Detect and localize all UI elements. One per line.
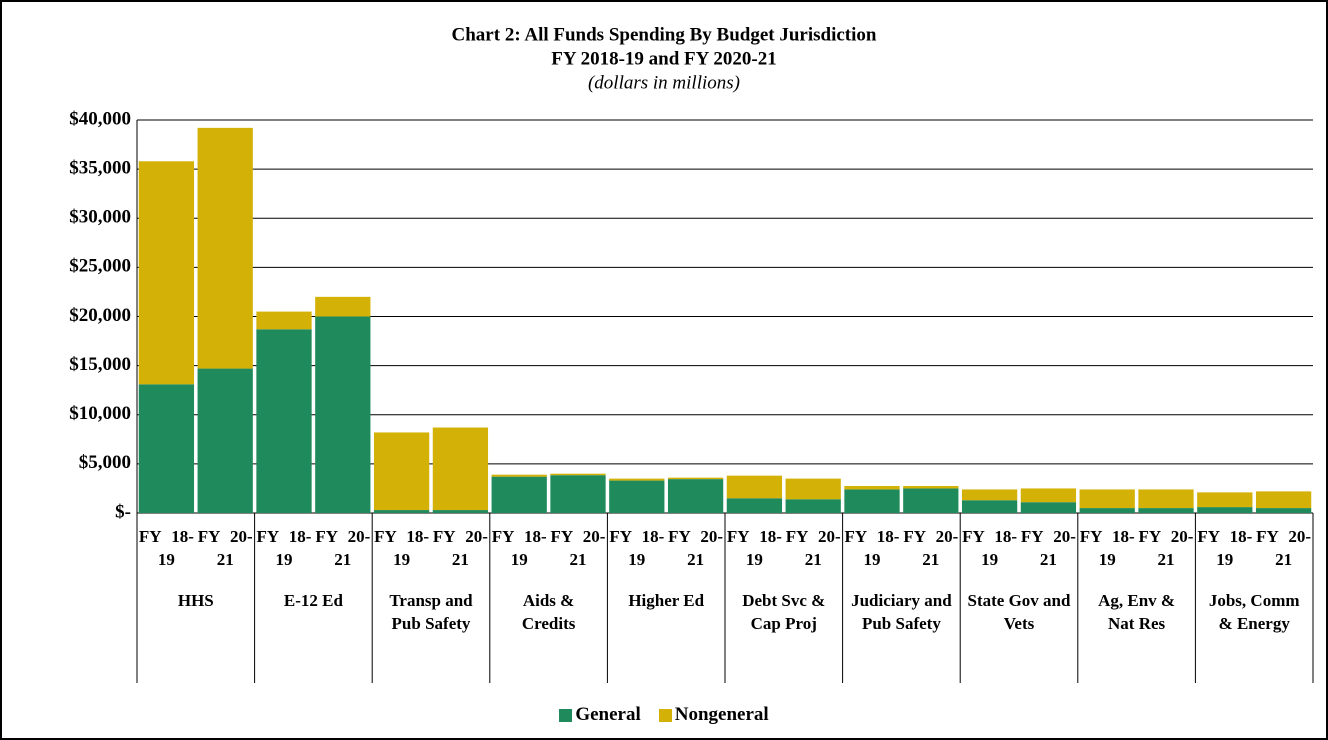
group-label: Higher Ed <box>628 591 705 610</box>
bar-segment <box>491 474 547 477</box>
group-label: State Gov and Vets <box>967 591 1071 633</box>
bar-segment <box>373 510 430 513</box>
x-tick-label: FY 20-21 <box>903 527 959 569</box>
group-label: Jobs, Comm & Energy <box>1208 591 1300 633</box>
chart-subtitle: FY 2018-19 and FY 2020-21 <box>551 48 777 69</box>
bar-segment <box>1138 508 1194 513</box>
y-tick-label: $10,000 <box>69 403 131 424</box>
bar-segment <box>609 480 665 513</box>
bar-segment <box>961 500 1018 513</box>
bar-segment <box>256 329 312 513</box>
group-label: HHS <box>177 591 214 610</box>
y-tick-label: $25,000 <box>69 256 131 277</box>
bar-segment <box>256 311 312 330</box>
bar-segment <box>138 161 195 385</box>
bar-segment <box>726 498 783 513</box>
bar-segment <box>550 473 606 476</box>
x-tick-label: FY 20-21 <box>197 527 253 569</box>
bar-segment <box>491 476 547 513</box>
bar-segment <box>785 478 841 500</box>
bar-segment <box>1020 502 1077 513</box>
bar-segment <box>197 127 253 369</box>
x-tick-label: FY 20-21 <box>1138 527 1194 569</box>
bar-segment <box>726 475 783 499</box>
bar-segment <box>197 368 253 513</box>
group-label: Judiciary and Pub Safety <box>851 591 952 633</box>
bar-segment <box>315 296 371 317</box>
bar-segment <box>903 485 959 489</box>
legend-item: General <box>559 704 641 726</box>
y-tick-label: $40,000 <box>69 108 131 129</box>
x-tick-label: FY 18-19 <box>374 527 430 569</box>
group-label: Debt Svc & Cap Proj <box>742 591 826 633</box>
legend: General Nongeneral <box>0 704 1328 726</box>
bar-segment <box>373 432 430 511</box>
group-label: E-12 Ed <box>283 591 343 610</box>
x-tick-label: FY 18-19 <box>256 527 312 569</box>
y-tick-label: $- <box>115 501 131 522</box>
legend-label: General <box>575 704 641 725</box>
bar-segment <box>1079 508 1135 513</box>
bar-segment <box>1197 507 1253 513</box>
units-note: (dollars in millions) <box>588 72 740 93</box>
legend-label: Nongeneral <box>674 704 769 725</box>
bar-segment <box>1255 508 1312 513</box>
y-tick-label: $5,000 <box>79 452 131 473</box>
y-tick-label: $15,000 <box>69 354 131 375</box>
bar-segment <box>138 384 195 513</box>
bar-segment <box>432 510 489 513</box>
x-tick-label: FY 20-21 <box>550 527 606 569</box>
bar-segment <box>1020 488 1077 503</box>
x-tick-label: FY 18-19 <box>726 527 782 569</box>
x-tick-label: FY 18-19 <box>138 527 194 569</box>
x-tick-label: FY 20-21 <box>1020 527 1076 569</box>
x-tick-label: FY 20-21 <box>785 527 841 569</box>
group-label: Transp and Pub Safety <box>389 591 473 633</box>
x-tick-label: FY 20-21 <box>1256 527 1312 569</box>
bar-segment <box>550 475 606 513</box>
x-tick-label: FY 18-19 <box>609 527 665 569</box>
bar-segment <box>315 316 371 513</box>
x-tick-label: FY 18-19 <box>1079 527 1135 569</box>
x-tick-label: FY 20-21 <box>315 527 371 569</box>
bar-segment <box>844 489 900 513</box>
y-tick-label: $35,000 <box>69 157 131 178</box>
bar-segment <box>844 485 900 490</box>
y-tick-label: $20,000 <box>69 305 131 326</box>
bar-segment <box>667 479 724 513</box>
x-tick-label: FY 18-19 <box>491 527 547 569</box>
bar-segment <box>903 488 959 513</box>
bar-segment <box>667 477 724 480</box>
legend-item: Nongeneral <box>658 704 769 726</box>
bar-segment <box>1079 489 1135 509</box>
x-tick-label: FY 20-21 <box>432 527 488 569</box>
group-label: Ag, Env & Nat Res <box>1098 591 1176 633</box>
bar-segment <box>1197 492 1253 508</box>
bar-segment <box>609 478 665 481</box>
bar-segment <box>1255 491 1312 509</box>
bar-segment <box>785 499 841 513</box>
legend-swatch <box>559 708 573 722</box>
bar-segment <box>1138 489 1194 509</box>
chart-title: Chart 2: All Funds Spending By Budget Ju… <box>452 24 877 45</box>
legend-swatch <box>658 708 672 722</box>
x-tick-label: FY 18-19 <box>1197 527 1253 569</box>
x-tick-label: FY 18-19 <box>844 527 900 569</box>
group-label: Aids & Credits <box>521 591 576 633</box>
x-tick-label: FY 18-19 <box>962 527 1018 569</box>
y-tick-label: $30,000 <box>69 207 131 228</box>
bar-segment <box>432 427 489 511</box>
bar-segment <box>961 489 1018 501</box>
x-tick-label: FY 20-21 <box>668 527 724 569</box>
